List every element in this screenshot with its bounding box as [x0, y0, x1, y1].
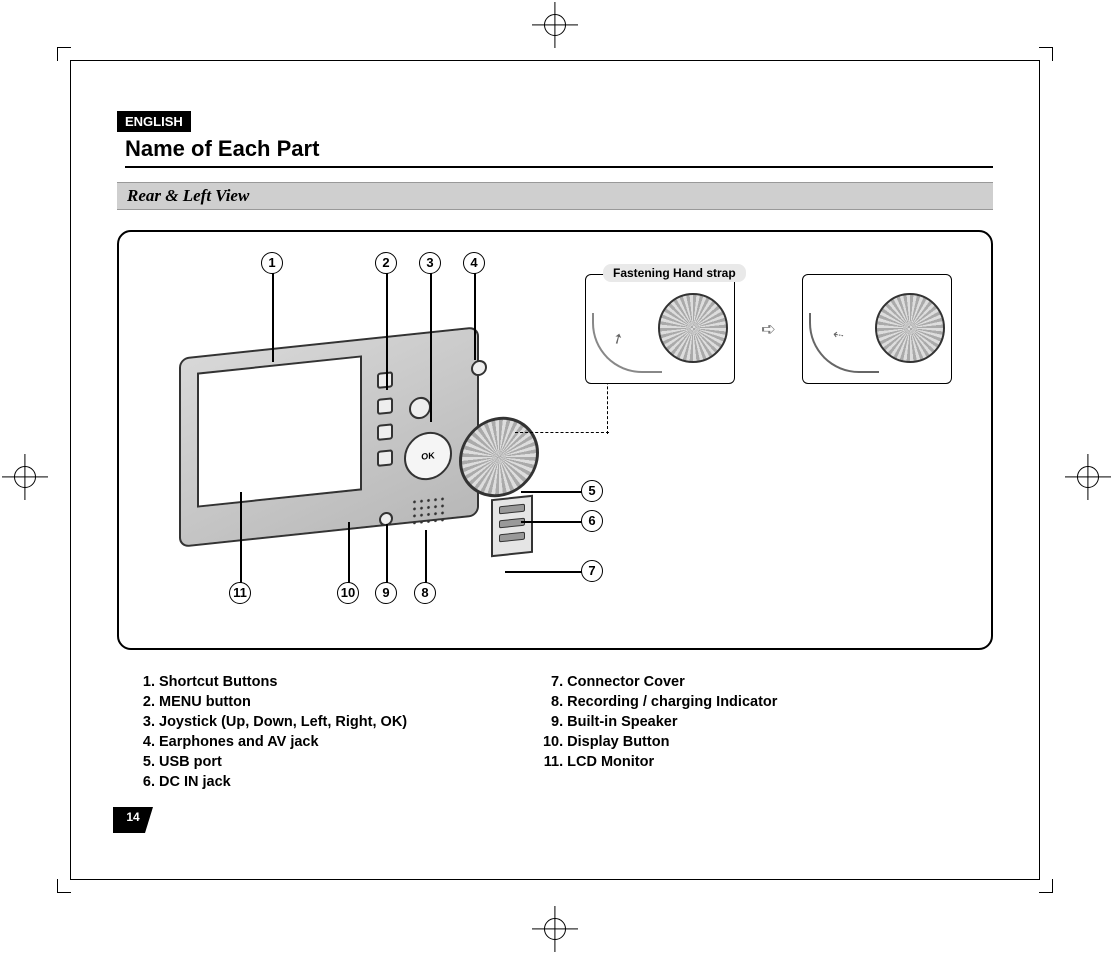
callout-9: 9	[375, 582, 397, 604]
crop-mark	[57, 47, 71, 48]
handstrap-label: Fastening Hand strap	[603, 264, 746, 282]
reg-mark-bottom	[532, 906, 578, 952]
legend-item: Built-in Speaker	[567, 714, 777, 730]
leader-line	[240, 492, 242, 584]
crop-mark	[57, 47, 58, 61]
ok-label: OK	[421, 450, 435, 461]
handstrap-step-1: ➚	[585, 274, 735, 384]
legend-item: USB port	[159, 754, 407, 770]
page-number: 14	[113, 807, 153, 833]
page-title: Name of Each Part	[125, 136, 993, 168]
camera-illustration: OK	[179, 302, 529, 552]
page-frame: ENGLISH Name of Each Part Rear & Left Vi…	[70, 60, 1040, 880]
callout-3: 3	[419, 252, 441, 274]
handstrap-step-2: ⇠	[802, 274, 952, 384]
crop-mark	[1052, 879, 1053, 893]
leader-line	[386, 272, 388, 390]
callout-4: 4	[463, 252, 485, 274]
crop-mark	[57, 879, 58, 893]
arrow-right-icon: ➪	[761, 319, 776, 340]
legend-item: Recording / charging Indicator	[567, 694, 777, 710]
crop-mark	[57, 892, 71, 893]
lcd-screen	[197, 355, 362, 507]
leader-line	[505, 571, 583, 573]
leader-line	[474, 272, 476, 360]
legend-item: Display Button	[567, 734, 777, 750]
legend-col-right: Connector Cover Recording / charging Ind…	[547, 670, 777, 794]
callout-1: 1	[261, 252, 283, 274]
legend-item: MENU button	[159, 694, 407, 710]
legend-col-left: Shortcut Buttons MENU button Joystick (U…	[139, 670, 407, 794]
dashed-connector	[515, 432, 609, 433]
parts-legend: Shortcut Buttons MENU button Joystick (U…	[117, 670, 993, 794]
speaker-grille	[411, 495, 445, 525]
leader-line	[425, 530, 427, 584]
legend-item: DC IN jack	[159, 774, 407, 790]
legend-item: Shortcut Buttons	[159, 674, 407, 690]
crop-mark	[1052, 47, 1053, 61]
legend-item: Connector Cover	[567, 674, 777, 690]
legend-item: Joystick (Up, Down, Left, Right, OK)	[159, 714, 407, 730]
reg-mark-left	[2, 454, 48, 500]
callout-2: 2	[375, 252, 397, 274]
leader-line	[521, 521, 583, 523]
reg-mark-right	[1065, 454, 1111, 500]
language-tab: ENGLISH	[117, 111, 191, 132]
legend-item: Earphones and AV jack	[159, 734, 407, 750]
callout-11: 11	[229, 582, 251, 604]
leader-line	[430, 272, 432, 422]
callout-8: 8	[414, 582, 436, 604]
leader-line	[521, 491, 583, 493]
connector-cover	[491, 495, 533, 557]
callout-7: 7	[581, 560, 603, 582]
leader-line	[272, 272, 274, 362]
leader-line	[348, 522, 350, 584]
leader-line	[386, 524, 388, 584]
section-subtitle: Rear & Left View	[117, 182, 993, 210]
callout-6: 6	[581, 510, 603, 532]
callout-10: 10	[337, 582, 359, 604]
reg-mark-top	[532, 2, 578, 48]
handstrap-panel: Fastening Hand strap ➚ ➪ ⇠	[585, 274, 965, 384]
callout-5: 5	[581, 480, 603, 502]
legend-item: LCD Monitor	[567, 754, 777, 770]
diagram-frame: OK 1 2	[117, 230, 993, 650]
av-jack	[471, 359, 487, 377]
